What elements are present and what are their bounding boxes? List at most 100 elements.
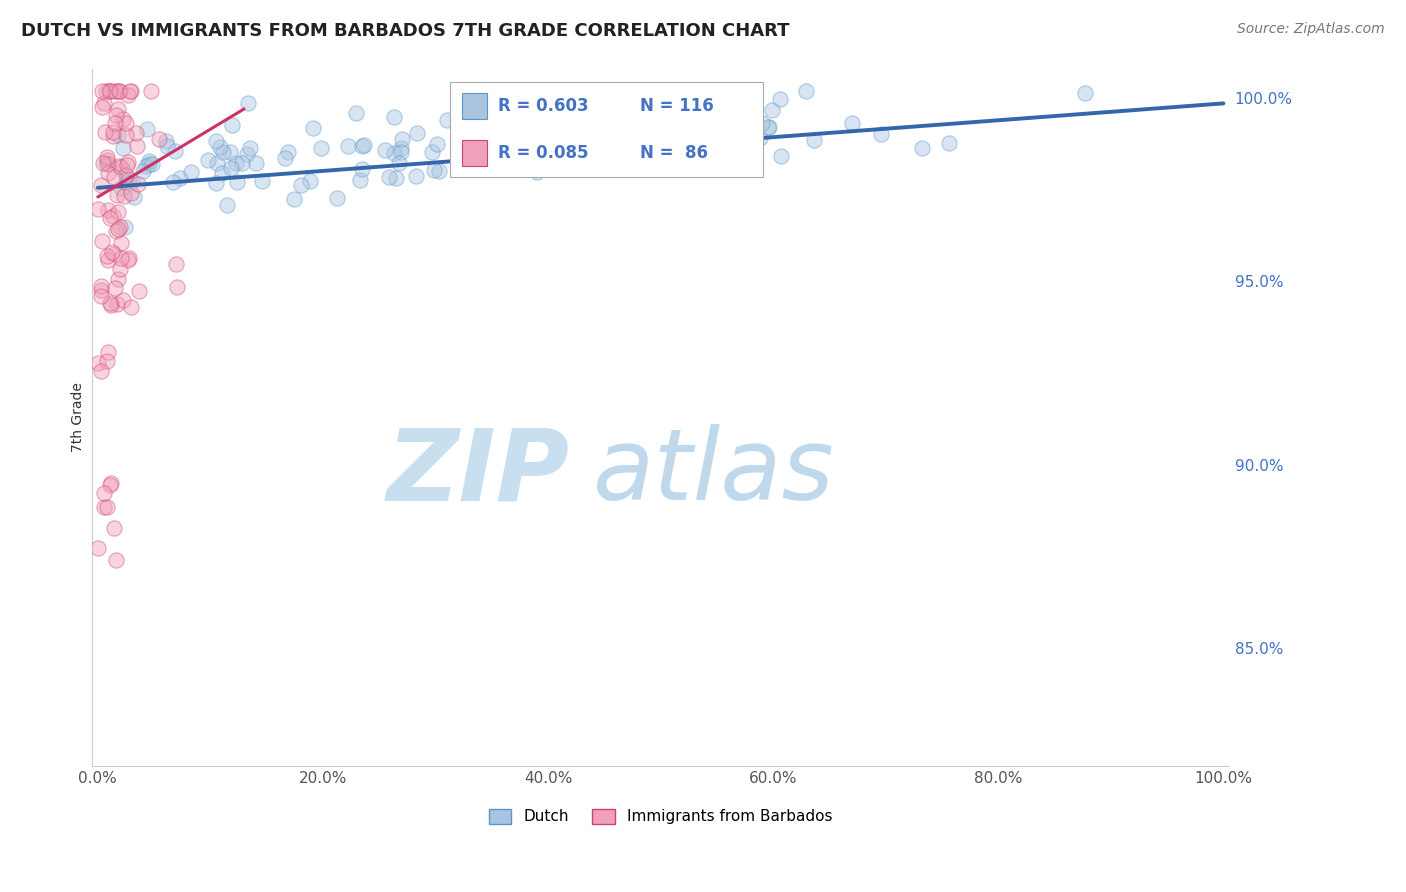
Point (118, 84, 141, 98)
Point (344, 106, 367, 120)
Point (96, 249, 118, 263)
Point (204, 176, 226, 190)
Point (104, 224, 127, 238)
Point (283, 192, 305, 206)
Point (238, 141, 260, 155)
Point (111, 163, 134, 178)
Point (581, 111, 603, 125)
Point (105, 188, 128, 202)
Text: N = 116: N = 116 (640, 97, 714, 115)
Point (100, 298, 122, 312)
Point (211, 166, 233, 180)
Point (215, 198, 238, 212)
Point (98, 84, 121, 98)
Point (869, 127, 891, 141)
Point (108, 84, 131, 98)
Point (108, 219, 131, 234)
Point (96, 500, 118, 514)
Point (938, 136, 960, 150)
Point (118, 172, 141, 186)
Point (751, 116, 773, 130)
Point (89, 289, 111, 303)
Point (553, 143, 575, 157)
Point (90, 279, 112, 293)
Point (128, 284, 150, 298)
Point (94, 84, 117, 98)
Point (245, 156, 267, 170)
Point (110, 84, 132, 98)
Point (127, 177, 149, 191)
Point (208, 140, 231, 154)
Point (468, 138, 491, 153)
Point (749, 131, 772, 145)
Point (104, 84, 127, 98)
Point (155, 134, 177, 148)
Point (607, 129, 630, 144)
Point (103, 247, 125, 261)
Point (299, 174, 322, 188)
Point (388, 156, 411, 170)
Point (422, 145, 444, 159)
Point (236, 146, 259, 161)
Point (683, 112, 706, 126)
Point (709, 114, 731, 128)
Point (101, 125, 124, 139)
Point (205, 155, 228, 169)
Point (219, 145, 242, 160)
Point (911, 141, 934, 155)
Point (110, 235, 132, 250)
Point (349, 173, 371, 187)
Point (495, 127, 517, 141)
Point (98, 84, 121, 98)
Point (495, 112, 517, 127)
Point (120, 186, 142, 201)
Point (107, 128, 129, 142)
Point (501, 147, 523, 161)
Point (107, 205, 129, 219)
Point (96, 153, 118, 167)
Point (163, 144, 186, 158)
Point (97, 253, 120, 268)
Point (389, 145, 412, 159)
Point (107, 159, 129, 173)
Point (96, 166, 118, 180)
Point (489, 101, 512, 115)
Point (136, 122, 159, 136)
Y-axis label: 7th Grade: 7th Grade (72, 383, 86, 452)
Point (98, 211, 121, 225)
Point (135, 159, 157, 173)
Point (422, 163, 444, 178)
Text: DUTCH VS IMMIGRANTS FROM BARBADOS 7TH GRADE CORRELATION CHART: DUTCH VS IMMIGRANTS FROM BARBADOS 7TH GR… (21, 22, 790, 40)
Point (117, 154, 139, 169)
Point (114, 168, 136, 182)
Point (117, 253, 139, 268)
Point (302, 120, 325, 135)
FancyBboxPatch shape (461, 140, 486, 166)
Point (627, 106, 650, 120)
Point (162, 175, 184, 189)
Point (1074, 87, 1097, 101)
Point (125, 126, 148, 140)
Point (169, 170, 191, 185)
Text: ZIP: ZIP (387, 425, 569, 522)
Point (105, 296, 128, 310)
Point (725, 150, 748, 164)
Point (112, 293, 135, 308)
Point (97, 157, 120, 171)
Point (117, 87, 139, 102)
FancyBboxPatch shape (461, 93, 486, 120)
Point (761, 103, 783, 118)
Point (526, 165, 548, 179)
Point (277, 145, 299, 159)
Point (769, 92, 792, 106)
Point (120, 300, 142, 314)
Point (101, 210, 124, 224)
Point (624, 101, 647, 115)
Point (509, 123, 531, 137)
Point (219, 161, 242, 175)
Point (226, 175, 249, 189)
Point (426, 137, 449, 152)
Point (197, 153, 219, 167)
Point (104, 116, 127, 130)
Point (91, 234, 114, 248)
